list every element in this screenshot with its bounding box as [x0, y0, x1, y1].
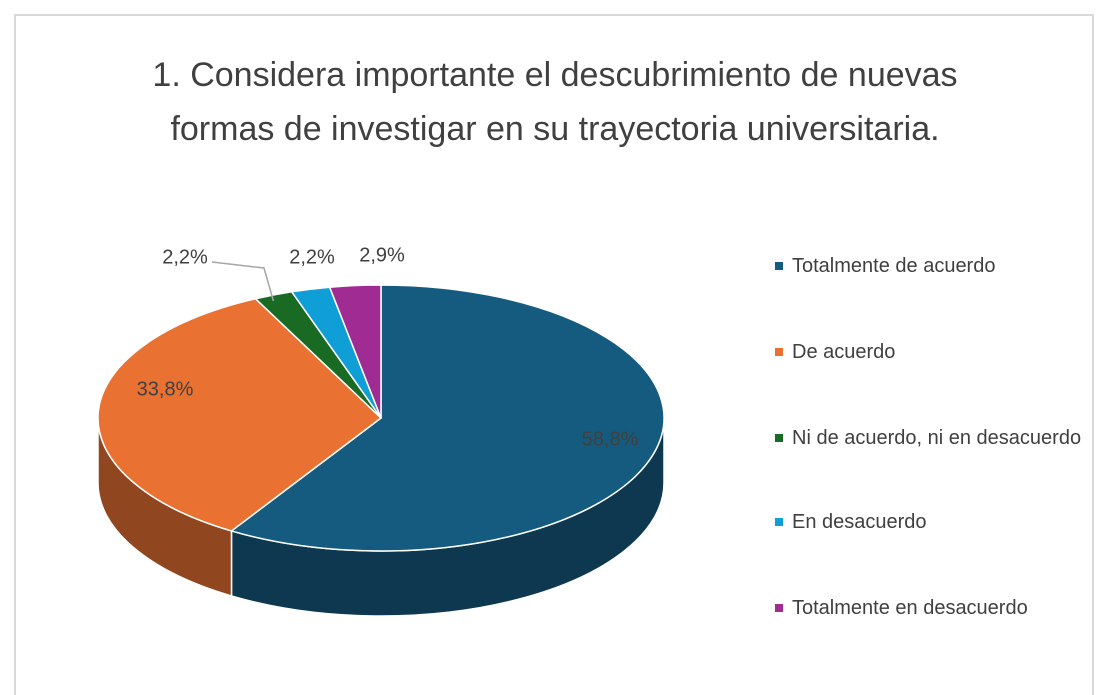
leader-line: [211, 261, 275, 302]
slice: [97, 297, 383, 532]
legend-label: En desacuerdo: [792, 511, 927, 533]
chart-frame: [14, 14, 1094, 695]
legend-swatch: [775, 518, 783, 526]
legend-item: Totalmente de acuerdo: [775, 252, 1082, 280]
slice: [229, 284, 665, 552]
legend-swatch: [775, 434, 783, 442]
slice: [328, 284, 382, 419]
legend-label: Totalmente en desacuerdo: [792, 597, 1028, 619]
legend-label: De acuerdo: [792, 341, 896, 363]
legend-label: Totalmente de acuerdo: [792, 255, 996, 277]
data-label: 2,2%: [289, 246, 335, 268]
data-label: 2,9%: [359, 244, 405, 266]
legend-item: Ni de acuerdo, ni en desacuerdo: [775, 424, 1082, 452]
chart-title: 1. Considera importante el descubrimient…: [152, 56, 958, 148]
legend-swatch: [775, 604, 783, 612]
legend-item: En desacuerdo: [775, 508, 1082, 536]
legend-swatch: [775, 348, 783, 356]
data-label: 2,2%: [162, 246, 208, 268]
legend-swatch: [775, 262, 783, 270]
data-label: 33,8%: [137, 378, 194, 400]
legend-item: Totalmente en desacuerdo: [775, 594, 1082, 622]
legend-item: De acuerdo: [775, 338, 1082, 366]
data-label: 58,8%: [582, 428, 639, 450]
legend-label: Ni de acuerdo, ni en desacuerdo: [792, 427, 1082, 449]
